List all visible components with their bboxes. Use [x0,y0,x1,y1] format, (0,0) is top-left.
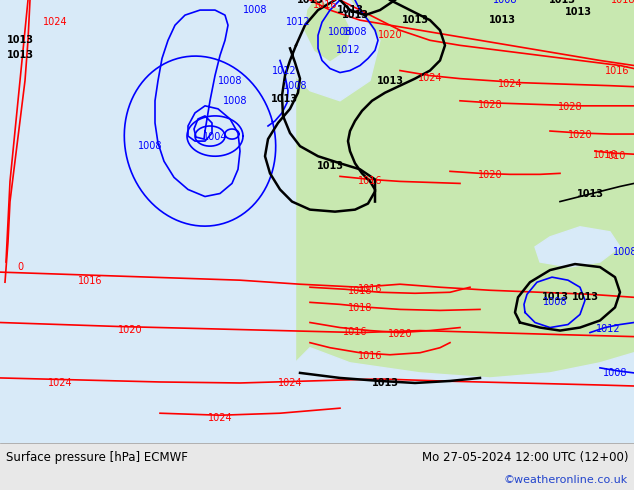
Text: 1013: 1013 [489,15,515,25]
Text: 1008: 1008 [603,368,627,378]
Text: 1013: 1013 [342,10,368,20]
Polygon shape [0,0,295,443]
Text: 1028: 1028 [477,100,502,110]
Text: ©weatheronline.co.uk: ©weatheronline.co.uk [504,475,628,485]
Polygon shape [535,227,620,267]
Text: 1008: 1008 [217,75,242,86]
Text: 1012: 1012 [596,323,620,334]
Text: 1013: 1013 [548,0,576,5]
Text: 1024: 1024 [42,17,67,27]
Text: 1013: 1013 [316,161,344,172]
Text: 1004: 1004 [203,132,227,142]
Text: 1020: 1020 [118,324,142,335]
Text: 1028: 1028 [558,102,582,112]
Text: Mo 27-05-2024 12:00 UTC (12+00): Mo 27-05-2024 12:00 UTC (12+00) [422,451,628,464]
Text: 1013: 1013 [372,378,399,388]
Text: 1013: 1013 [6,35,34,45]
Text: 1018: 1018 [348,303,372,314]
Text: 1024: 1024 [208,413,232,423]
Text: 1024: 1024 [498,79,522,89]
Text: 1008: 1008 [243,5,268,15]
Text: 1013: 1013 [541,293,569,302]
Text: 1016: 1016 [343,326,367,337]
Text: 1016: 1016 [313,0,337,10]
Text: 010: 010 [608,151,626,161]
Text: 1012: 1012 [335,46,360,55]
Text: 1016: 1016 [358,176,382,186]
Text: 1013: 1013 [337,5,363,15]
Text: 1013: 1013 [401,15,429,25]
Text: 1008: 1008 [543,297,567,307]
Text: Surface pressure [hPa] ECMWF: Surface pressure [hPa] ECMWF [6,451,188,464]
Text: 1024: 1024 [278,378,302,388]
Text: 1020: 1020 [387,329,412,339]
Text: 1012: 1012 [272,66,296,75]
Text: 1018: 1018 [348,286,372,296]
Polygon shape [295,0,634,443]
Text: 1013: 1013 [571,293,598,302]
Text: 1013: 1013 [377,75,403,86]
Text: 1013: 1013 [271,94,297,104]
Polygon shape [285,0,380,101]
Text: 1016: 1016 [358,284,382,294]
Text: 1013: 1013 [576,189,604,198]
Text: 1024: 1024 [48,378,72,388]
Text: 1008: 1008 [343,27,367,37]
Text: 1016: 1016 [593,150,618,160]
Text: 1008: 1008 [138,141,162,151]
Text: 1008: 1008 [493,0,517,5]
Text: 1020: 1020 [378,30,403,40]
Text: 1012: 1012 [286,17,310,27]
Text: 1008: 1008 [612,247,634,257]
Text: 1008: 1008 [283,81,307,91]
Text: 1018: 1018 [611,0,634,5]
Text: 1013: 1013 [297,0,323,5]
Text: 1013: 1013 [6,50,34,60]
Text: 1024: 1024 [418,73,443,83]
Text: 1008: 1008 [223,96,247,106]
Polygon shape [295,348,634,443]
Text: 1020: 1020 [567,130,592,140]
Text: 1016: 1016 [78,276,102,286]
Text: 1016: 1016 [605,66,630,75]
Polygon shape [305,0,350,60]
Text: 1008: 1008 [328,27,353,37]
Text: 1013: 1013 [564,7,592,17]
Text: 1016: 1016 [358,351,382,361]
Text: 0: 0 [17,262,23,272]
Text: 1020: 1020 [477,171,502,180]
